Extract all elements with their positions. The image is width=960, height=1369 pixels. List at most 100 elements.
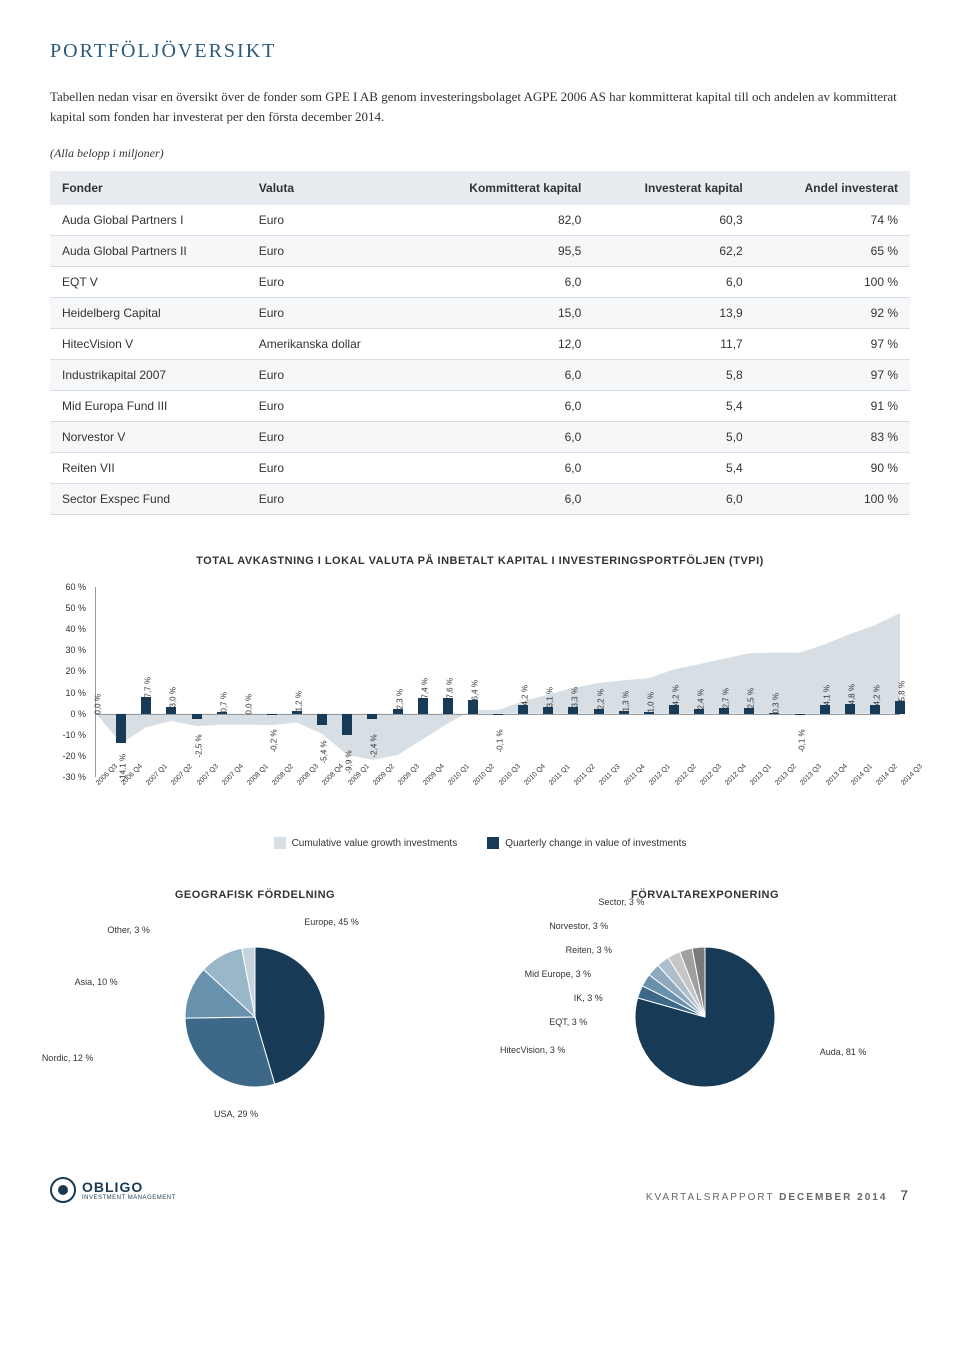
table-cell: Sector Exspec Fund: [50, 484, 247, 515]
table-cell: 6,0: [413, 422, 593, 453]
table-cell: Euro: [247, 236, 414, 267]
table-cell: Euro: [247, 205, 414, 236]
table-row: Auda Global Partners IIEuro95,562,265 %: [50, 236, 910, 267]
table-header: Valuta: [247, 171, 414, 205]
footer-page-number: 7: [900, 1187, 910, 1203]
table-cell: HitecVision V: [50, 329, 247, 360]
bar-value-label: 4,1 %: [822, 685, 831, 705]
table-cell: 82,0: [413, 205, 593, 236]
bar-value-label: 7,4 %: [420, 678, 429, 698]
bar-value-label: 4,2 %: [872, 685, 881, 705]
table-cell: 83 %: [755, 422, 910, 453]
table-cell: 6,0: [593, 484, 754, 515]
bar-value-label: -5,4 %: [320, 740, 329, 763]
bar-value-label: -0,1 %: [797, 729, 806, 752]
bar-value-label: 2,7 %: [722, 688, 731, 708]
bar-value-label: -9,9 %: [345, 750, 354, 773]
table-row: EQT VEuro6,06,0100 %: [50, 267, 910, 298]
pie-label: Sector, 3 %: [598, 897, 644, 907]
table-cell: 100 %: [755, 484, 910, 515]
pie-label: HitecVision, 3 %: [500, 1045, 565, 1055]
table-cell: 12,0: [413, 329, 593, 360]
table-cell: Euro: [247, 484, 414, 515]
table-cell: 91 %: [755, 391, 910, 422]
geo-pie-title: GEOGRAFISK FÖRDELNING: [50, 889, 460, 901]
bar-value-label: 0,0 %: [94, 694, 103, 714]
table-row: Industrikapital 2007Euro6,05,897 %: [50, 360, 910, 391]
bar: [317, 714, 327, 725]
pie-label: Europe, 45 %: [304, 917, 359, 927]
table-row: Auda Global Partners IEuro82,060,374 %: [50, 205, 910, 236]
pie-label: Other, 3 %: [107, 925, 150, 935]
table-cell: 6,0: [413, 484, 593, 515]
table-cell: 5,0: [593, 422, 754, 453]
table-cell: Euro: [247, 298, 414, 329]
page-title: PORTFÖLJÖVERSIKT: [50, 40, 910, 63]
footer-report: KVARTALSRAPPORT: [646, 1192, 775, 1203]
bar-value-label: -0,2 %: [269, 729, 278, 752]
bar: [669, 705, 679, 714]
pie-label: Nordic, 12 %: [42, 1053, 94, 1063]
geo-pie-block: GEOGRAFISK FÖRDELNING Europe, 45 %USA, 2…: [50, 889, 460, 1117]
bar-value-label: 2,2 %: [596, 689, 605, 709]
table-row: Mid Europa Fund IIIEuro6,05,491 %: [50, 391, 910, 422]
bar: [418, 698, 428, 714]
brand-sub: INVESTMENT MANAGEMENT: [82, 1195, 176, 1201]
table-cell: Auda Global Partners I: [50, 205, 247, 236]
table-cell: 62,2: [593, 236, 754, 267]
pie-label: Mid Europe, 3 %: [525, 969, 592, 979]
bar: [543, 707, 553, 714]
table-cell: 13,9: [593, 298, 754, 329]
table-cell: EQT V: [50, 267, 247, 298]
table-cell: Norvestor V: [50, 422, 247, 453]
table-cell: 6,0: [413, 267, 593, 298]
note-text: (Alla belopp i miljoner): [50, 146, 910, 161]
brand-logo: OBLIGO INVESTMENT MANAGEMENT: [50, 1177, 176, 1203]
bar: [895, 701, 905, 713]
bar-value-label: 0,0 %: [244, 694, 253, 714]
intro-paragraph: Tabellen nedan visar en översikt över de…: [50, 87, 910, 126]
table-cell: Euro: [247, 422, 414, 453]
table-cell: 100 %: [755, 267, 910, 298]
bar-value-label: -2,5 %: [194, 734, 203, 757]
table-header: Andel investerat: [755, 171, 910, 205]
y-tick-label: 40 %: [65, 624, 86, 634]
table-cell: Auda Global Partners II: [50, 236, 247, 267]
bar: [870, 705, 880, 714]
legend-item: Cumulative value growth investments: [274, 837, 458, 849]
logo-icon: [50, 1177, 76, 1203]
table-row: Reiten VIIEuro6,05,490 %: [50, 453, 910, 484]
table-cell: 6,0: [593, 267, 754, 298]
manager-pie-title: FÖRVALTAREXPONERING: [500, 889, 910, 901]
bar-value-label: 0,7 %: [219, 692, 228, 712]
bar: [719, 708, 729, 714]
pie-chart: [625, 937, 785, 1097]
table-cell: 60,3: [593, 205, 754, 236]
bar: [443, 698, 453, 714]
y-tick-label: -20 %: [62, 751, 86, 761]
bar: [367, 714, 377, 719]
bar-value-label: 3,3 %: [571, 687, 580, 707]
bar: [393, 709, 403, 714]
table-row: HitecVision VAmerikanska dollar12,011,79…: [50, 329, 910, 360]
table-cell: 11,7: [593, 329, 754, 360]
bar: [141, 697, 151, 713]
table-cell: 65 %: [755, 236, 910, 267]
bar: [744, 708, 754, 713]
pie-label: Auda, 81 %: [820, 1047, 867, 1057]
bar-value-label: 2,5 %: [747, 688, 756, 708]
legend-label: Quarterly change in value of investments: [505, 838, 686, 849]
table-cell: Euro: [247, 453, 414, 484]
legend-item: Quarterly change in value of investments: [487, 837, 686, 849]
page-footer: OBLIGO INVESTMENT MANAGEMENT KVARTALSRAP…: [50, 1177, 910, 1203]
table-row: Sector Exspec FundEuro6,06,0100 %: [50, 484, 910, 515]
y-tick-label: 10 %: [65, 688, 86, 698]
table-cell: 97 %: [755, 360, 910, 391]
bar-value-label: 4,2 %: [521, 685, 530, 705]
table-cell: 74 %: [755, 205, 910, 236]
table-cell: Heidelberg Capital: [50, 298, 247, 329]
y-tick-label: 50 %: [65, 603, 86, 613]
table-cell: 92 %: [755, 298, 910, 329]
table-cell: Amerikanska dollar: [247, 329, 414, 360]
pie-label: EQT, 3 %: [549, 1017, 587, 1027]
